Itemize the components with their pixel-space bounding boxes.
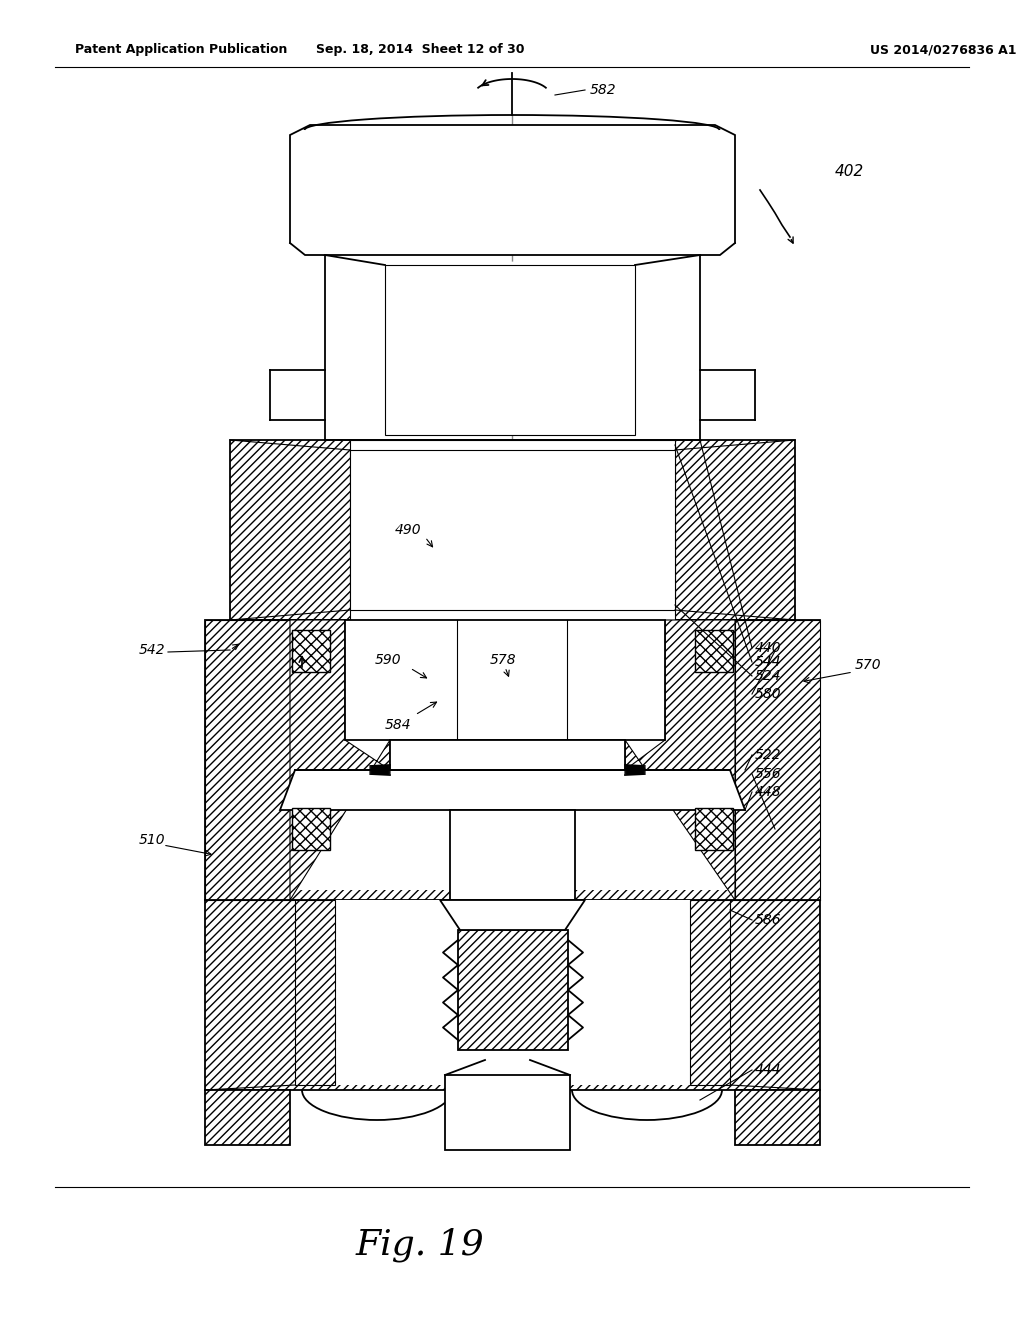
Text: 490: 490 [395, 523, 422, 537]
Bar [695, 808, 733, 850]
Bar [295, 900, 730, 1085]
Bar [385, 265, 635, 436]
Text: 570: 570 [855, 657, 882, 672]
Text: 590: 590 [375, 653, 401, 667]
Text: 582: 582 [590, 83, 616, 96]
Bar [345, 620, 665, 741]
Polygon shape [440, 900, 585, 931]
Bar [205, 620, 820, 900]
Text: Fig. 19: Fig. 19 [355, 1228, 484, 1262]
Text: 580: 580 [755, 686, 781, 701]
Bar [390, 741, 625, 770]
Bar [450, 810, 575, 900]
Polygon shape [295, 900, 335, 1085]
Text: 448: 448 [755, 785, 781, 799]
Text: Sep. 18, 2014  Sheet 12 of 30: Sep. 18, 2014 Sheet 12 of 30 [315, 44, 524, 57]
Polygon shape [280, 770, 745, 810]
Bar [205, 1090, 290, 1144]
Text: 584: 584 [385, 718, 412, 733]
Bar [458, 931, 568, 1049]
Bar [350, 450, 675, 610]
Text: Patent Application Publication: Patent Application Publication [75, 44, 288, 57]
Bar [205, 620, 290, 900]
Text: 586: 586 [755, 913, 781, 927]
Text: 544: 544 [755, 655, 781, 669]
Bar [230, 440, 795, 620]
Text: 542: 542 [138, 643, 165, 657]
Polygon shape [625, 620, 735, 900]
Text: 440: 440 [755, 642, 781, 655]
Text: 524: 524 [755, 669, 781, 682]
Polygon shape [700, 440, 795, 620]
Bar [695, 630, 733, 672]
Text: US 2014/0276836 A1: US 2014/0276836 A1 [870, 44, 1017, 57]
Bar [205, 900, 820, 1090]
Bar [445, 1074, 570, 1150]
Bar [290, 620, 735, 890]
Text: 510: 510 [138, 833, 165, 847]
Text: 522: 522 [755, 748, 781, 762]
Bar [735, 620, 820, 900]
Text: 444: 444 [755, 1063, 781, 1077]
Polygon shape [290, 125, 735, 255]
Polygon shape [290, 620, 390, 900]
Bar [292, 808, 330, 850]
Bar [230, 620, 795, 900]
Text: 402: 402 [835, 165, 864, 180]
Polygon shape [230, 440, 325, 620]
Polygon shape [690, 900, 730, 1085]
Text: 578: 578 [490, 653, 517, 667]
Bar [350, 440, 675, 620]
Bar [735, 1090, 820, 1144]
Text: 556: 556 [755, 767, 781, 781]
Bar [292, 630, 330, 672]
